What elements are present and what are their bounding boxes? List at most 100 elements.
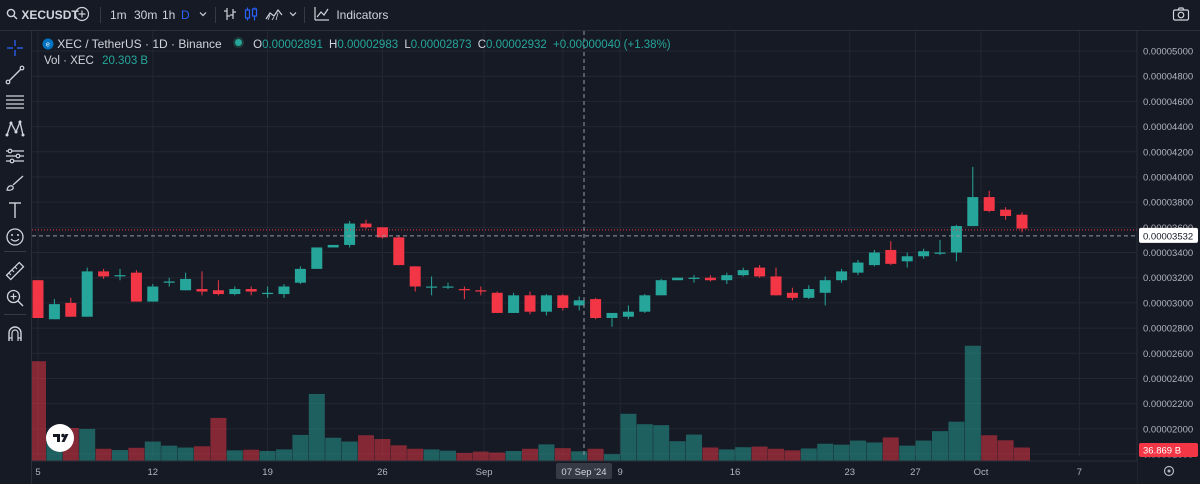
- chart-background: [32, 31, 1200, 484]
- volume-bar: [259, 450, 276, 462]
- sliders-icon: [6, 148, 24, 164]
- toolbar-divider: [215, 7, 216, 23]
- candle-body: [737, 270, 749, 276]
- volume-bar: [948, 421, 965, 462]
- crosshair-tool[interactable]: [3, 36, 27, 60]
- volume-bar: [997, 440, 1014, 462]
- emoji-tool[interactable]: [3, 225, 27, 249]
- ruler-icon: [5, 261, 25, 281]
- text-tool[interactable]: [3, 198, 27, 222]
- volume-bar: [489, 452, 506, 462]
- candle-body: [491, 292, 503, 313]
- candle-body: [1000, 209, 1012, 216]
- interval-dropdown[interactable]: [198, 0, 208, 30]
- magnet-tool[interactable]: [3, 323, 27, 347]
- symbol-label: XECUSDT: [21, 8, 79, 22]
- open-value: 0.00002891: [262, 39, 323, 51]
- zoom-in-tool[interactable]: [3, 286, 27, 310]
- candle-body: [770, 276, 782, 296]
- top-toolbar: XECUSDT 1m 30m 1h D Indicators: [0, 0, 1200, 31]
- y-tick-label: 0.00002400: [1143, 374, 1193, 385]
- candles-icon: [244, 7, 258, 21]
- snapshot-button[interactable]: [1172, 0, 1190, 30]
- price-axis[interactable]: [1137, 31, 1200, 484]
- horizontal-lines-tool[interactable]: [3, 90, 27, 114]
- chart-settings-gear-icon[interactable]: [1163, 465, 1175, 477]
- candle-body: [376, 227, 388, 238]
- volume-bar: [735, 447, 752, 462]
- candle-body: [163, 281, 175, 283]
- area-style-button[interactable]: [265, 0, 283, 30]
- symbol-search-button[interactable]: XECUSDT: [6, 0, 79, 30]
- interval-30m[interactable]: 30m: [134, 8, 158, 22]
- area-chart-icon: [265, 8, 283, 21]
- pattern-tool[interactable]: [3, 117, 27, 141]
- bars-icon: [224, 8, 236, 20]
- volume-bar: [341, 441, 358, 462]
- volume-bar: [932, 431, 948, 462]
- candle-body: [81, 271, 93, 317]
- volume-bar: [161, 445, 178, 462]
- volume-bar: [226, 450, 243, 462]
- indicators-button[interactable]: Indicators: [314, 0, 388, 30]
- volume-bar: [833, 444, 850, 462]
- candle-body: [48, 304, 60, 320]
- svg-text:e: e: [46, 42, 50, 49]
- camera-icon: [1172, 7, 1190, 21]
- candle-body: [672, 277, 684, 281]
- compare-symbol-button[interactable]: [74, 0, 90, 30]
- change-value: +0.00000040 (+1.38%): [552, 39, 671, 51]
- low-value: 0.00002873: [410, 39, 472, 51]
- volume-bar: [882, 437, 899, 462]
- volume-bar: [374, 439, 391, 462]
- candles-style-button[interactable]: [243, 0, 259, 30]
- volume-bar: [686, 434, 702, 462]
- candle-body: [540, 295, 552, 312]
- brush-tool[interactable]: [3, 171, 27, 195]
- measure-tool[interactable]: [3, 259, 27, 283]
- y-tick-label: 0.00004000: [1143, 172, 1193, 183]
- open-label: O: [253, 39, 263, 51]
- candle-body: [836, 271, 848, 281]
- x-tick-label: 5: [35, 467, 40, 478]
- close-label: C: [477, 39, 487, 51]
- volume-bar: [210, 417, 227, 462]
- volume-bar: [669, 441, 686, 462]
- x-tick-label: 12: [148, 467, 159, 478]
- crosshair-date-label: 07 Sep '24: [561, 467, 606, 478]
- indicators-label: Indicators: [336, 8, 389, 22]
- interval-1m[interactable]: 1m: [110, 8, 127, 22]
- volume-bar: [702, 447, 719, 462]
- brush-icon: [6, 175, 24, 191]
- volume-bar: [768, 448, 784, 462]
- tradingview-logo[interactable]: [46, 424, 74, 452]
- y-tick-label: 0.00004200: [1143, 147, 1193, 158]
- interval-1d[interactable]: D: [181, 8, 190, 22]
- high-value: 0.00002983: [337, 39, 399, 51]
- volume-bar: [571, 451, 588, 462]
- candle-body: [360, 223, 372, 228]
- interval-1h[interactable]: 1h: [162, 8, 176, 22]
- volume-tag-label: 36.869 B: [1143, 446, 1181, 457]
- candle-body: [311, 247, 323, 269]
- zoom-in-icon: [6, 289, 24, 307]
- forecasting-tool[interactable]: [3, 144, 27, 168]
- candle-body: [721, 275, 733, 281]
- volume-bar: [899, 445, 916, 462]
- candle-body: [180, 278, 192, 291]
- toolbar-divider: [304, 7, 305, 23]
- candle-body: [229, 289, 241, 295]
- trend-line-tool[interactable]: [3, 63, 27, 87]
- candle-body: [32, 280, 44, 318]
- price-tag-label: 0.00003532: [1143, 231, 1193, 242]
- volume-bar: [325, 437, 342, 462]
- chart-type-dropdown[interactable]: [288, 0, 298, 30]
- price-chart[interactable]: 0.00005000 0.00004800 0.00004600 0.00004400…: [32, 31, 1200, 484]
- volume-bar: [95, 448, 112, 462]
- bar-style-button[interactable]: [222, 0, 238, 30]
- y-tick-label: 0.00004800: [1143, 72, 1193, 83]
- volume-bar: [653, 425, 670, 462]
- candle-body: [606, 312, 618, 318]
- volume-bar: [817, 443, 834, 462]
- volume-bar: [358, 435, 374, 462]
